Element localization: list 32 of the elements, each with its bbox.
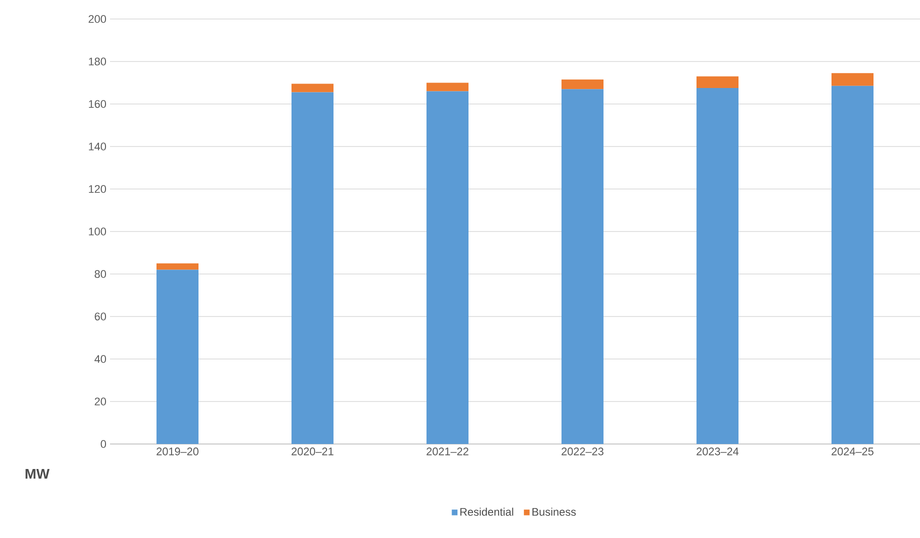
x-tick-label: 2020–21: [292, 448, 334, 456]
bar: [562, 80, 604, 90]
legend-label: Residential: [460, 508, 514, 516]
y-tick-label: 20: [94, 398, 106, 406]
bar: [426, 82, 468, 92]
bar: [696, 76, 739, 88]
y-axis-title: MW: [26, 468, 50, 479]
bar: [156, 263, 198, 270]
bar: [562, 89, 604, 444]
y-tick-label: 140: [88, 142, 106, 150]
y-tick-label: 60: [94, 312, 106, 320]
x-tick-label: 2019–20: [156, 448, 198, 456]
y-tick-label: 0: [100, 440, 106, 448]
bar: [292, 92, 334, 444]
bar: [292, 84, 334, 92]
y-tick-label: 100: [88, 228, 106, 236]
x-tick-label: 2024–25: [832, 448, 874, 456]
bar: [832, 73, 874, 86]
x-tick-label: 2021–22: [426, 448, 468, 456]
bar: [696, 88, 739, 444]
y-tick-label: 40: [94, 355, 106, 363]
y-tick-label: 200: [88, 15, 106, 23]
x-tick-label: 2023–24: [696, 448, 739, 456]
y-tick-label: 160: [88, 100, 106, 108]
bar: [156, 270, 198, 444]
bar: [426, 91, 468, 444]
y-tick-label: 120: [88, 185, 106, 193]
legend-label: Business: [532, 508, 576, 516]
y-tick-label: 80: [94, 270, 106, 278]
y-tick-label: 180: [88, 58, 106, 66]
bar: [832, 86, 874, 444]
x-tick-label: 2022–23: [562, 448, 604, 456]
